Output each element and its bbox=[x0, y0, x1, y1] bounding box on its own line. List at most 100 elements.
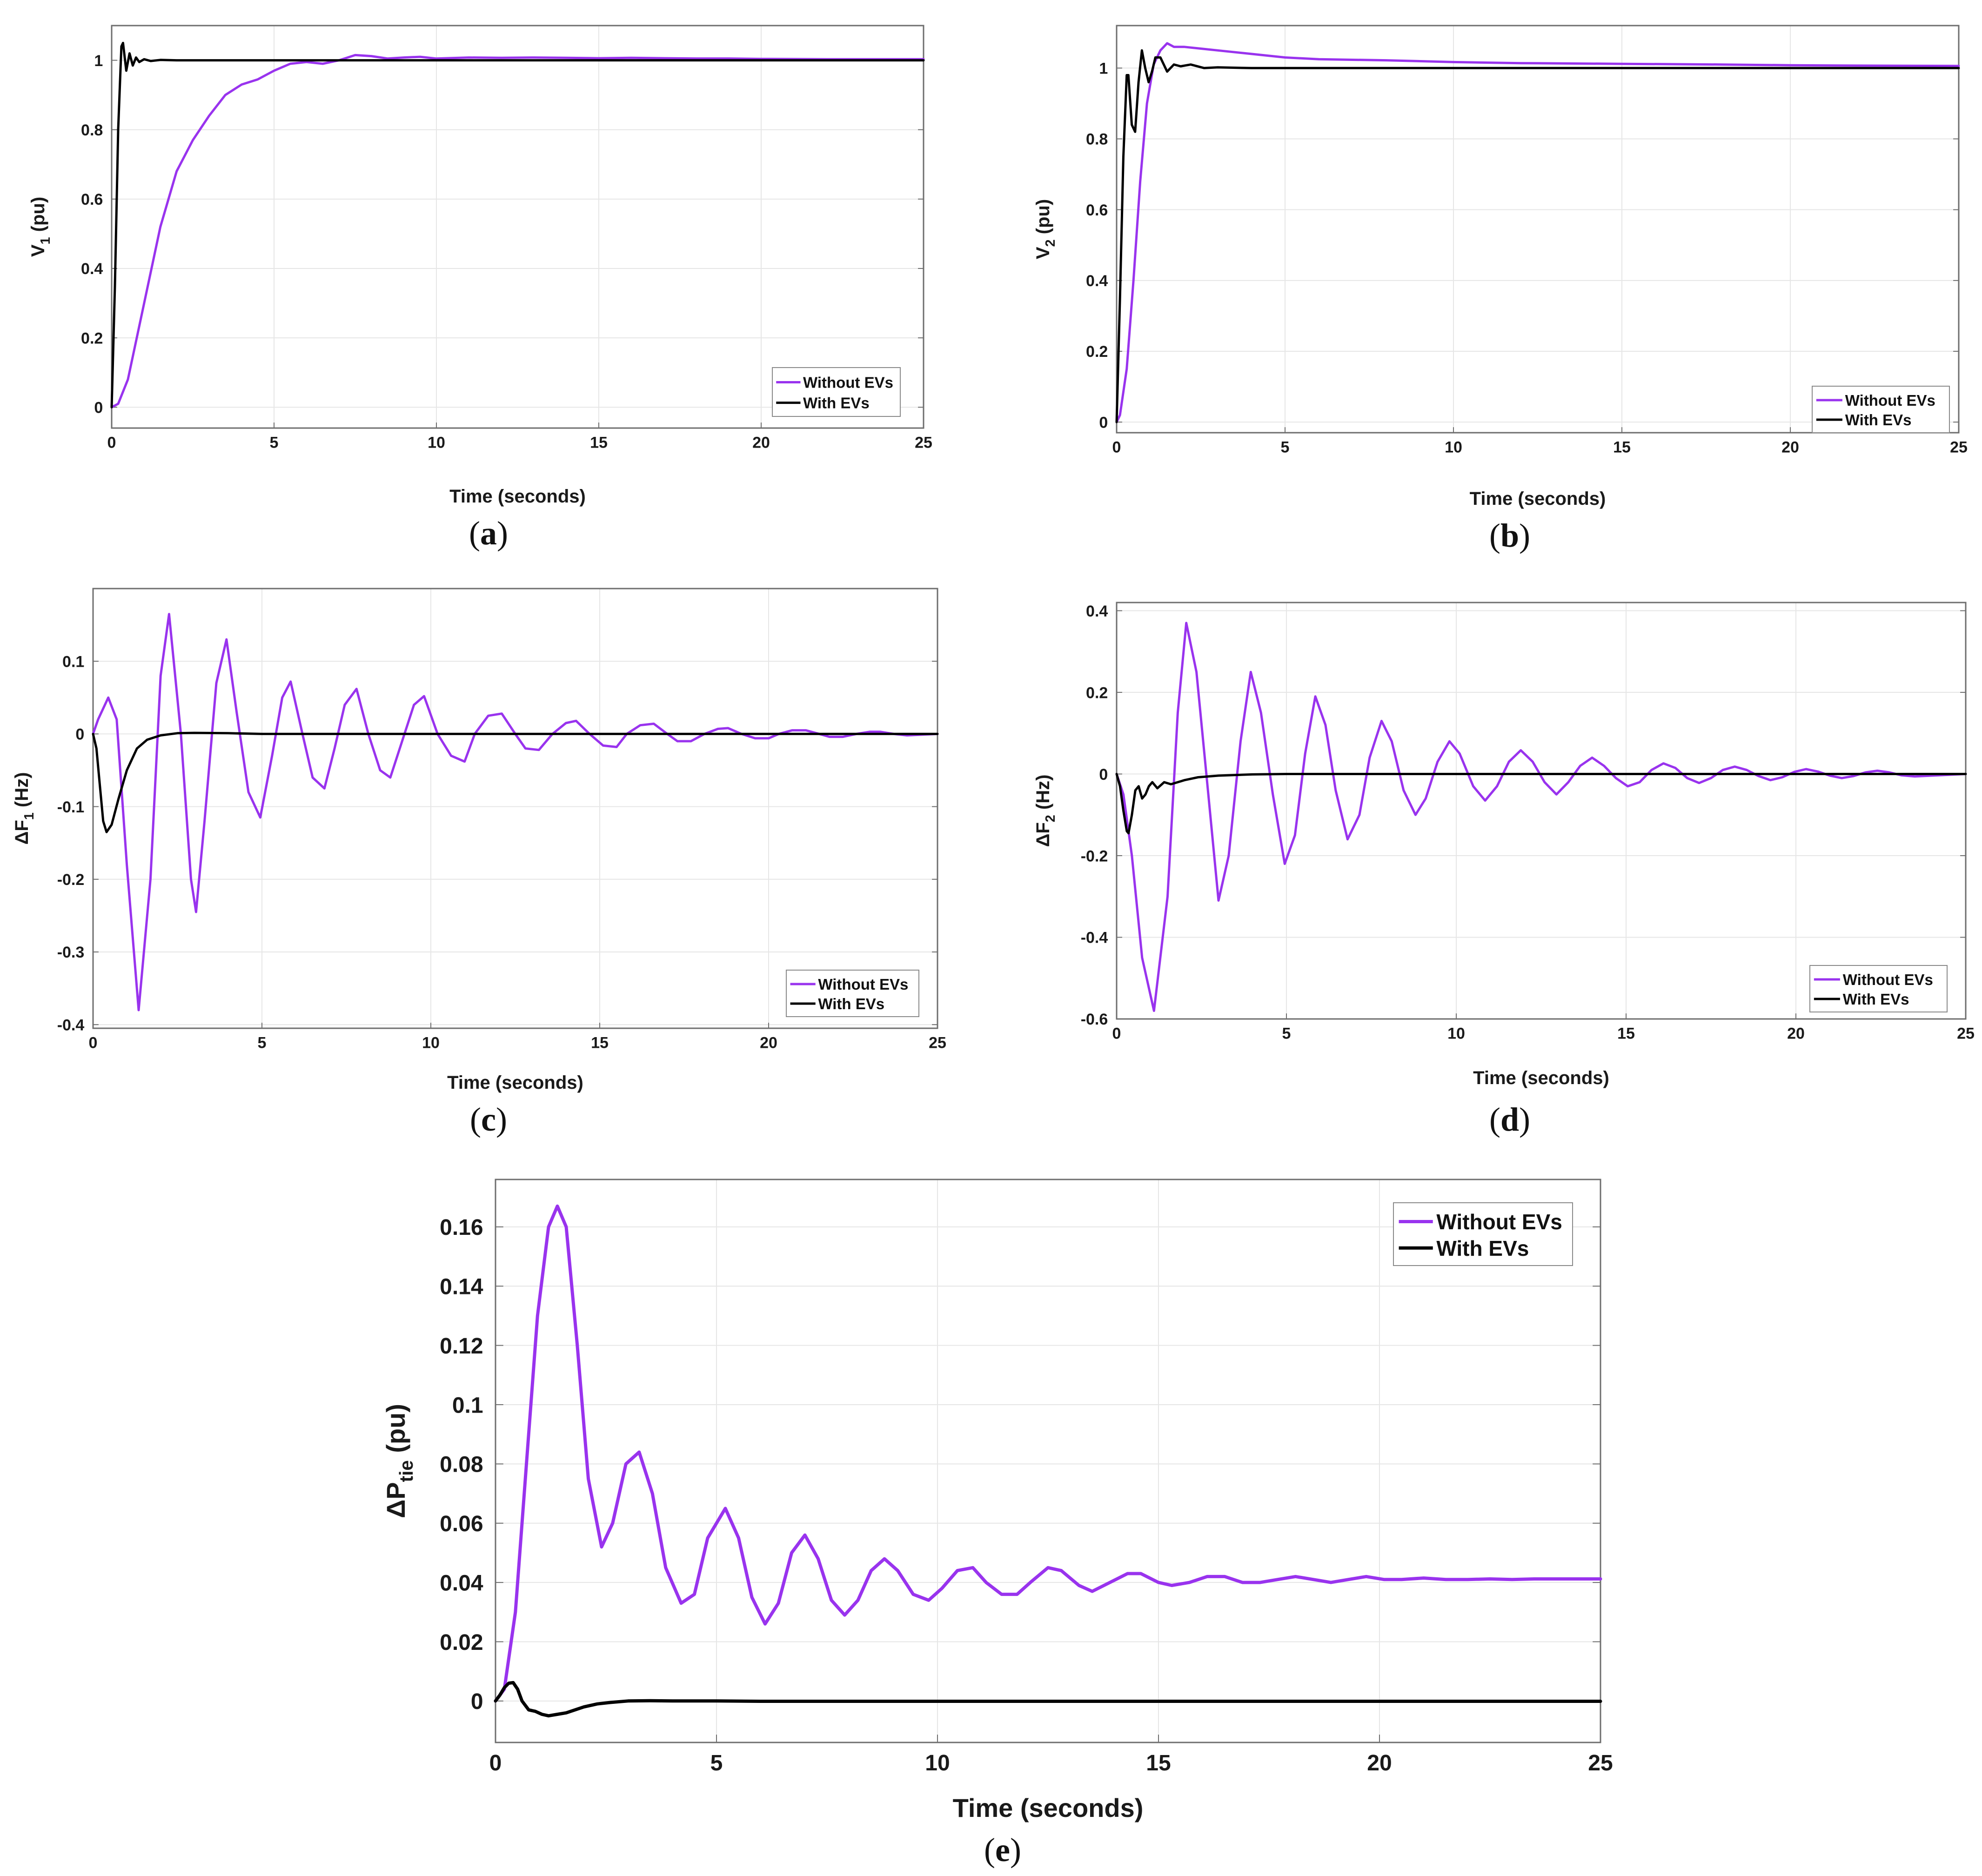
x-tick-label: 0 bbox=[89, 1034, 98, 1052]
y-tick-label: 0 bbox=[471, 1689, 483, 1714]
panel-e: 0 5 10 15 20 25 00.020.040.060.080.10.120.140… bbox=[381, 1179, 1613, 1869]
series-lines bbox=[1115, 42, 1960, 423]
y-tick-labels: 0 0.2 0.4 0.6 0.8 1 bbox=[1086, 60, 1108, 432]
y-tick-label: -0.4 bbox=[1081, 929, 1108, 947]
y-tick-label: 0.4 bbox=[1086, 272, 1108, 290]
x-axis-label: Time (seconds) bbox=[953, 1793, 1144, 1822]
x-tick-label: 25 bbox=[915, 434, 932, 452]
y-tick-labels: 0.4 0.2 0 -0.2 -0.4 -0.6 bbox=[1081, 603, 1108, 1028]
axes-box bbox=[495, 1179, 1601, 1743]
y-tick-label: 0 bbox=[75, 726, 84, 744]
panel-caption: (d) bbox=[1489, 1101, 1530, 1138]
y-tick-label: 0 bbox=[94, 399, 103, 416]
y-label-subscript: 2 bbox=[1043, 239, 1058, 247]
axes-box bbox=[92, 588, 938, 1029]
axes bbox=[92, 588, 938, 1029]
x-tick-labels: 0 5 10 15 20 25 bbox=[107, 434, 932, 452]
x-tick-label: 20 bbox=[1367, 1751, 1392, 1776]
series-lines bbox=[1115, 622, 1967, 1012]
y-tick-label: 0.4 bbox=[81, 260, 103, 278]
y-axis-label: V2 (pu) bbox=[1033, 199, 1058, 259]
y-tick-labels: 0 0.2 0.4 0.6 0.8 1 bbox=[81, 52, 103, 417]
x-tick-label: 10 bbox=[925, 1751, 950, 1776]
x-axis-label: Time (seconds) bbox=[1470, 489, 1606, 509]
y-label-base: V bbox=[1033, 247, 1053, 259]
y-tick-label: 0.02 bbox=[440, 1630, 483, 1655]
y-tick-label: -0.2 bbox=[1081, 847, 1108, 865]
panel-a: 0 5 10 15 20 25 0 0.2 0.4 0.6 0.8 1 Time (seconds)… bbox=[28, 25, 932, 552]
series-line-without-evs bbox=[92, 613, 939, 1012]
y-label-base: ΔP bbox=[381, 1482, 410, 1518]
y-label-unit: (Hz) bbox=[1033, 775, 1053, 815]
legend-label-without-evs: Without EVs bbox=[1843, 971, 1933, 988]
x-axis-label: Time (seconds) bbox=[449, 486, 586, 507]
x-tick-labels: 0 5 10 15 20 25 bbox=[1112, 439, 1968, 456]
x-axis-label: Time (seconds) bbox=[447, 1072, 583, 1093]
axes bbox=[111, 25, 924, 429]
series-line-without-evs bbox=[110, 54, 925, 409]
x-tick-label: 15 bbox=[591, 1034, 609, 1052]
y-label-base: V bbox=[28, 244, 48, 257]
y-tick-labels: 0.1 0 -0.1 -0.2 -0.3 -0.4 bbox=[57, 653, 85, 1034]
panel-c: 0 5 10 15 20 25 0.1 0 -0.1 -0.2 -0.3 -0.4 Time (se… bbox=[12, 588, 946, 1138]
panel-d: 0 5 10 15 20 25 0.4 0.2 0 -0.2 -0.4 -0.6 Time (sec… bbox=[1033, 602, 1975, 1138]
y-tick-label: 1 bbox=[94, 52, 103, 70]
y-axis-label: V1 (pu) bbox=[28, 197, 53, 257]
x-tick-label: 0 bbox=[107, 434, 116, 452]
y-tick-label: -0.4 bbox=[57, 1016, 85, 1034]
y-tick-label: -0.2 bbox=[57, 871, 85, 889]
caption-letter: d bbox=[1500, 1101, 1519, 1138]
y-tick-label: 0.2 bbox=[1086, 684, 1108, 702]
y-label-unit: (Hz) bbox=[12, 772, 32, 813]
y-tick-label: -0.3 bbox=[57, 944, 85, 961]
x-tick-labels: 0 5 10 15 20 25 bbox=[489, 1751, 1613, 1776]
x-tick-label: 0 bbox=[1112, 439, 1121, 456]
y-tick-label: -0.6 bbox=[1081, 1011, 1108, 1028]
x-tick-label: 5 bbox=[1281, 439, 1290, 456]
legend-box bbox=[786, 970, 919, 1017]
series-lines bbox=[494, 1204, 1602, 1718]
series-line-with-evs bbox=[494, 1681, 1602, 1718]
legend-label-with-evs: With EVs bbox=[803, 394, 870, 411]
x-tick-label: 20 bbox=[1787, 1025, 1805, 1043]
legend-label-without-evs: Without EVs bbox=[1845, 392, 1935, 409]
legend-label-without-evs: Without EVs bbox=[803, 374, 893, 391]
legend-box bbox=[1812, 386, 1950, 433]
series-line-without-evs bbox=[1115, 42, 1960, 423]
x-tick-label: 5 bbox=[270, 434, 279, 452]
series-line-with-evs bbox=[1115, 773, 1967, 835]
y-tick-label: 0.14 bbox=[440, 1275, 483, 1300]
panel-caption: (c) bbox=[470, 1101, 507, 1138]
y-axis-label: ΔF1 (Hz) bbox=[12, 772, 37, 845]
x-tick-label: 20 bbox=[760, 1034, 777, 1052]
caption-letter: e bbox=[995, 1831, 1010, 1869]
legend-label-with-evs: With EVs bbox=[818, 995, 884, 1012]
legend-label-with-evs: With EVs bbox=[1845, 411, 1912, 429]
x-tick-label: 10 bbox=[422, 1034, 440, 1052]
x-tick-labels: 0 5 10 15 20 25 bbox=[1112, 1025, 1975, 1043]
y-tick-label: 0.06 bbox=[440, 1512, 483, 1536]
y-label-base: ΔF bbox=[12, 820, 32, 844]
y-tick-label: 0.04 bbox=[440, 1571, 483, 1595]
y-tick-label: 0.1 bbox=[62, 653, 84, 670]
y-tick-label: -0.1 bbox=[57, 798, 85, 816]
legend-label-with-evs: With EVs bbox=[1843, 991, 1909, 1008]
y-tick-label: 0 bbox=[1099, 766, 1108, 784]
series-line-with-evs bbox=[110, 41, 925, 409]
y-tick-label: 0.2 bbox=[81, 329, 103, 347]
x-tick-label: 0 bbox=[1112, 1025, 1121, 1043]
y-label-subscript: 1 bbox=[38, 237, 53, 244]
y-tick-label: 0.16 bbox=[440, 1215, 483, 1240]
axes-box bbox=[1116, 25, 1960, 434]
x-tick-label: 5 bbox=[710, 1751, 723, 1776]
y-tick-label: 0.08 bbox=[440, 1453, 483, 1477]
y-label-base: ΔF bbox=[1033, 822, 1053, 847]
series-lines bbox=[110, 41, 925, 409]
x-tick-label: 15 bbox=[1613, 439, 1631, 456]
x-tick-label: 15 bbox=[1146, 1751, 1171, 1776]
y-tick-label: 0.2 bbox=[1086, 343, 1108, 361]
x-tick-label: 5 bbox=[258, 1034, 267, 1052]
y-tick-label: 0.4 bbox=[1086, 603, 1108, 620]
y-label-subscript: tie bbox=[395, 1460, 417, 1482]
